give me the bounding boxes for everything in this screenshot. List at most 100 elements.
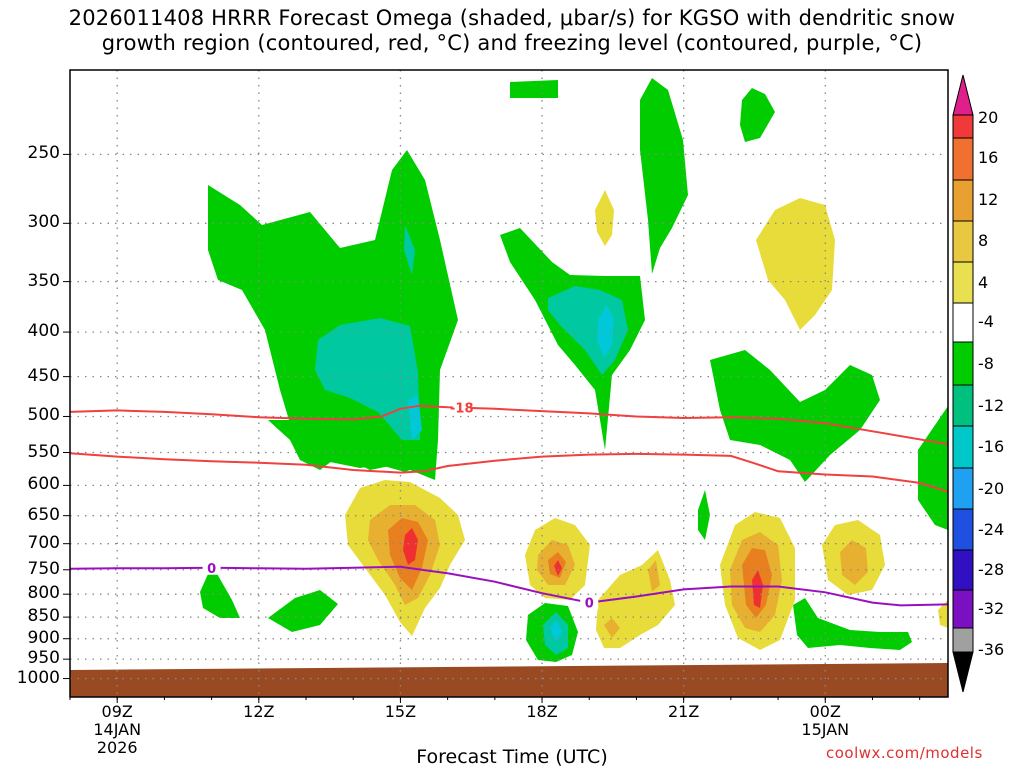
omega-region-green (918, 406, 948, 530)
colorbar-label: -28 (978, 560, 1005, 579)
dgz-contour-label-bg (452, 400, 471, 415)
y-tick-label: 700 (27, 532, 60, 553)
dgz-boundary-line (69, 404, 949, 446)
colorbar-label: -32 (978, 599, 1005, 618)
y-tick-label: 350 (27, 270, 60, 291)
omega-region-lightorange (648, 560, 660, 592)
omega-region-green (500, 228, 645, 450)
omega-region-green (710, 350, 880, 482)
y-tick-label: 500 (27, 405, 60, 426)
gridlines (70, 70, 948, 697)
colorbar-segment (952, 137, 974, 181)
x-tick-label-line: 18Z (526, 702, 558, 721)
x-tick-label-line: 15JAN (801, 720, 850, 739)
x-tick-label: 12Z (219, 703, 299, 721)
y-tick-label: 750 (27, 558, 60, 579)
omega-region-teal (315, 318, 420, 440)
omega-region-green (268, 420, 438, 472)
freezing-contour-label-bg (580, 595, 599, 610)
freezing-level-line (69, 565, 949, 607)
colorbar-label: -12 (978, 396, 1005, 415)
omega-region-green (200, 565, 240, 618)
y-tick-label: 850 (27, 606, 60, 627)
colorbar-segment (952, 261, 974, 304)
x-tick-label-line: 15Z (384, 702, 417, 721)
colorbar-label: -4 (978, 312, 994, 331)
colorbar-segment (952, 508, 974, 551)
colorbar-segment (952, 179, 974, 222)
colorbar-label: -24 (978, 520, 1005, 539)
y-tick-label: 1000 (16, 667, 60, 688)
colorbar-label: 4 (978, 273, 989, 292)
freezing-contour-label: 0 (585, 597, 594, 612)
dgz-contour-label: -18 (450, 402, 474, 417)
colorbar-label: 20 (978, 108, 999, 127)
omega-region-green (268, 590, 338, 632)
omega-region-green (698, 490, 710, 540)
x-tick-label: 21Z (644, 703, 724, 721)
omega-region-cyan (550, 620, 562, 642)
y-tick-label: 600 (27, 474, 60, 495)
colorbar-label: -8 (978, 354, 994, 373)
colorbar-label: -16 (978, 437, 1005, 456)
omega-region-teal (404, 225, 415, 275)
omega-region-green (740, 88, 775, 142)
colorbar-segment (952, 384, 974, 427)
y-tick-label: 250 (27, 143, 60, 164)
title-line-1: 2026011408 HRRR Forecast Omega (shaded, … (68, 6, 956, 30)
y-tick-label: 450 (27, 365, 60, 386)
omega-region-green (640, 78, 688, 274)
colorbar-label: -36 (978, 640, 1005, 659)
omega-region-lightorange (604, 618, 620, 638)
omega-region-cyan (597, 305, 614, 358)
contour-lines: -18 0 0 (69, 400, 949, 612)
y-tick-label: 950 (27, 648, 60, 669)
omega-region-yellow (756, 198, 835, 330)
x-tick-label-line: 2026 (96, 738, 138, 757)
colorbar-top-arrow (952, 74, 974, 116)
colorbar-label: 8 (978, 231, 989, 250)
credit-text[interactable]: coolwx.com/models (826, 744, 983, 762)
y-tick-label: 900 (27, 627, 60, 648)
colorbar (952, 74, 974, 693)
chart-title: 2026011408 HRRR Forecast Omega (shaded, … (0, 6, 1024, 56)
omega-region-lightorange (840, 540, 868, 585)
ground-surface (70, 663, 948, 697)
omega-region-yellow (596, 550, 675, 648)
y-tick-label: 300 (27, 212, 60, 233)
x-tick-label-line: 00Z (809, 702, 841, 721)
y-tick-label: 800 (27, 583, 60, 604)
y-tick-label: 400 (27, 321, 60, 342)
colorbar-segment (952, 627, 974, 653)
colorbar-segment (952, 341, 974, 386)
colorbar-bottom-arrow (952, 651, 974, 693)
x-tick-label: 00Z 15JAN (785, 703, 865, 739)
colorbar-segment (952, 302, 974, 343)
colorbar-label: 16 (978, 148, 999, 167)
x-tick-label-line: 09Z (101, 702, 133, 721)
title-line-2: growth region (contoured, red, °C) and f… (101, 31, 923, 55)
omega-region-red (403, 528, 418, 565)
omega-shading (200, 78, 948, 662)
x-tick-label-line: 14JAN (93, 720, 142, 739)
y-tick-label: 550 (27, 441, 60, 462)
dgz-boundary-line (69, 452, 949, 493)
colorbar-segment (952, 589, 974, 629)
colorbar-segment (952, 425, 974, 469)
colorbar-segment (952, 467, 974, 510)
freezing-contour-label: 0 (207, 562, 216, 577)
plot-frame (69, 69, 949, 698)
x-tick-label: 09Z 14JAN 2026 (77, 703, 157, 757)
x-axis-title: Forecast Time (UTC) (416, 746, 608, 768)
y-tick-label: 650 (27, 504, 60, 525)
omega-region-red (554, 560, 562, 576)
colorbar-label: 12 (978, 190, 999, 209)
colorbar-segment (952, 549, 974, 591)
x-tick-label: 18Z (502, 703, 582, 721)
colorbar-segment (952, 114, 974, 139)
omega-region-yellow (595, 190, 614, 246)
omega-region-green (510, 80, 558, 98)
omega-region-red (752, 570, 763, 608)
omega-region-green (793, 598, 912, 650)
